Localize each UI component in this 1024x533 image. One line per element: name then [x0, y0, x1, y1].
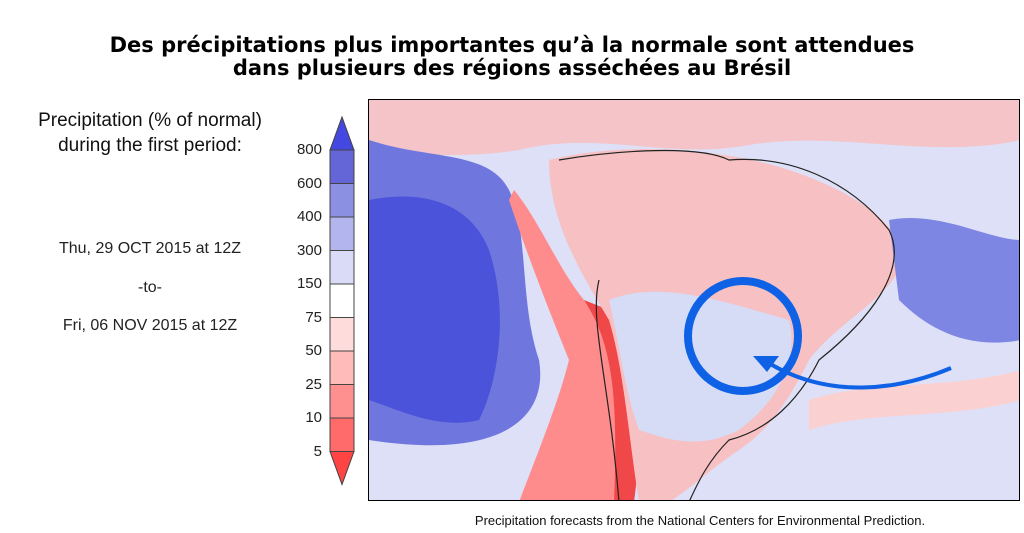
country-borders [558, 149, 895, 500]
scale-band [329, 183, 355, 218]
arrow-head-icon [753, 356, 779, 372]
scale-band [329, 250, 355, 285]
scale-tick-label: 25 [305, 375, 322, 393]
scale-tick-label: 150 [296, 275, 322, 292]
scale-tick-label: 600 [296, 174, 322, 192]
legend-heading-2: during the first period: [58, 135, 242, 156]
scale-band [329, 283, 355, 318]
scale-band [329, 417, 355, 452]
highlight-annotation [684, 277, 952, 395]
headline-line-1: Des précipitations plus importantes qu’à… [109, 33, 915, 57]
scale-tick-label: 75 [305, 308, 322, 326]
period-end: Fri, 06 NOV 2015 at 12Z [62, 317, 238, 334]
color-scale-bar [329, 115, 355, 486]
atlantic-dry-band [809, 370, 1019, 430]
scale-tick-label: 400 [296, 208, 322, 225]
pacific-deep-blue-region [369, 196, 500, 423]
andes-coast-dry-band [509, 190, 620, 500]
scale-band [329, 216, 355, 251]
precipitation-map [368, 99, 1020, 501]
source-caption: Precipitation forecasts from the Nationa… [474, 513, 926, 528]
scale-tick-label: 5 [313, 442, 322, 460]
scale-band [329, 149, 355, 184]
scale-top-arrow [329, 115, 355, 151]
legend-heading-1: Precipitation (% of normal) [38, 110, 262, 131]
scale-tick-label: 800 [296, 141, 322, 158]
scale-bottom-arrow [329, 451, 355, 486]
scale-band [329, 350, 355, 385]
period-separator: -to- [138, 279, 162, 296]
scale-band [329, 384, 355, 419]
northern-pacific-caribbean-region [369, 100, 1019, 160]
headline-line-2: dans plusieurs des régions asséchées au … [232, 56, 792, 80]
atlantic-blue-region [889, 218, 1019, 343]
period-start: Thu, 29 OCT 2015 at 12Z [58, 240, 242, 257]
highlight-arrow [765, 360, 952, 390]
highlight-circle [684, 277, 802, 395]
scale-tick-label: 10 [305, 409, 322, 426]
scale-tick-label: 50 [305, 342, 322, 359]
scale-band [329, 317, 355, 352]
scale-tick-label: 300 [296, 241, 322, 259]
